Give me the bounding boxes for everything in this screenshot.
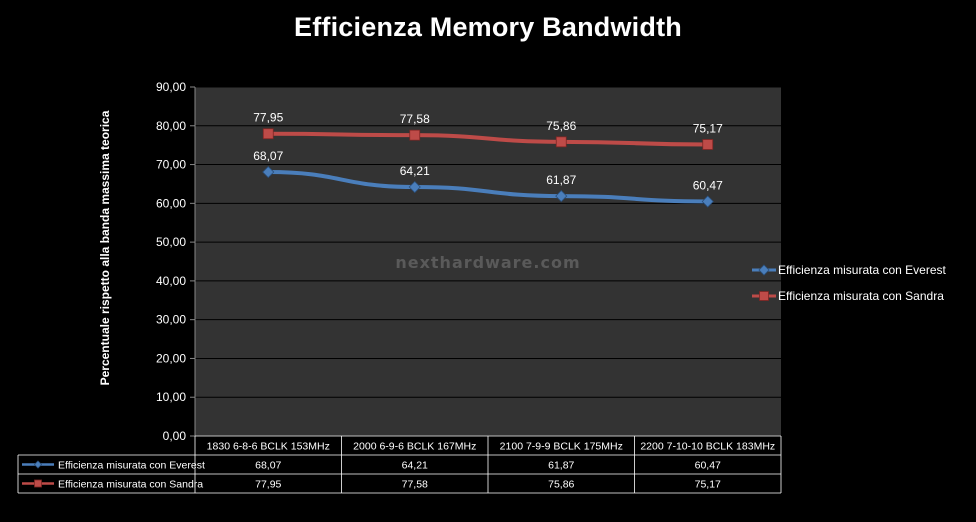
data-point	[759, 291, 769, 301]
y-tick-label: 20,00	[156, 351, 186, 365]
data-point	[555, 190, 568, 203]
series-everest: 68,07 64,21 61,87 60,47	[253, 149, 723, 208]
data-point	[262, 128, 274, 140]
category-label: 2100 7-9-9 BCLK 175MHz	[500, 441, 623, 453]
y-axis-label: Percentuale rispetto alla banda massima …	[98, 110, 112, 385]
series: 68,07 64,21 61,87 60,47 77,95 77,58 75,86 75,17	[253, 111, 723, 208]
data-label: 61,87	[546, 173, 576, 187]
category-label: 2200 7-10-10 BCLK 183MHz	[640, 441, 775, 453]
data-label: 75,17	[693, 122, 723, 136]
data-point	[409, 129, 421, 141]
table-series-name: Efficienza misurata con Sandra	[58, 479, 203, 491]
table-series-name: Efficienza misurata con Everest	[58, 460, 205, 472]
table-value: 75,86	[548, 479, 574, 491]
data-label: 75,86	[546, 119, 576, 133]
y-tick-label: 10,00	[156, 390, 186, 404]
watermark: nexthardware.com	[395, 253, 580, 272]
data-label: 60,47	[693, 179, 723, 193]
y-tick-label: 70,00	[156, 158, 186, 172]
table-value: 75,17	[695, 479, 721, 491]
series-sandra: 77,95 77,58 75,86 75,17	[253, 111, 723, 150]
series-line	[266, 131, 710, 147]
table-value: 61,87	[548, 460, 574, 472]
data-point	[701, 195, 714, 208]
data-point	[555, 136, 567, 148]
y-tick-label: 30,00	[156, 313, 186, 327]
y-axis-ticks: 0,00 10,00 20,00 30,00 40,00 50,00 60,00 70,00 8…	[156, 80, 196, 443]
y-tick-label: 0,00	[163, 429, 187, 443]
data-point	[262, 165, 275, 179]
data-point	[408, 180, 421, 194]
category-label: 1830 6-8-6 BCLK 153MHz	[207, 441, 330, 453]
y-tick-label: 50,00	[156, 235, 186, 249]
y-tick-label: 90,00	[156, 80, 186, 94]
legend: Efficienza misurata con Everest Efficienz…	[752, 263, 947, 303]
y-tick-label: 60,00	[156, 196, 186, 210]
y-tick-label: 80,00	[156, 119, 186, 133]
table-value: 68,07	[255, 460, 281, 472]
data-point	[702, 139, 714, 150]
data-label: 64,21	[400, 164, 430, 178]
category-label: 2000 6-9-6 BCLK 167MHz	[353, 441, 476, 453]
table-value: 77,58	[402, 479, 428, 491]
data-point	[33, 460, 43, 469]
chart-title: Efficienza Memory Bandwidth	[294, 12, 682, 42]
data-label: 77,58	[400, 112, 430, 126]
data-point	[34, 479, 42, 488]
data-table: 1830 6-8-6 BCLK 153MHz 2000 6-9-6 BCLK 16…	[17, 435, 782, 494]
table-value: 60,47	[695, 460, 721, 472]
series-line	[266, 170, 710, 204]
data-label: 77,95	[253, 111, 283, 125]
table-value: 64,21	[402, 460, 428, 472]
data-point	[758, 264, 770, 276]
y-tick-label: 40,00	[156, 274, 186, 288]
legend-entry: Efficienza misurata con Everest	[778, 263, 947, 277]
gridlines	[195, 86, 781, 437]
data-label: 68,07	[253, 149, 283, 163]
table-value: 77,95	[255, 479, 281, 491]
legend-entry: Efficienza misurata con Sandra	[778, 289, 944, 303]
